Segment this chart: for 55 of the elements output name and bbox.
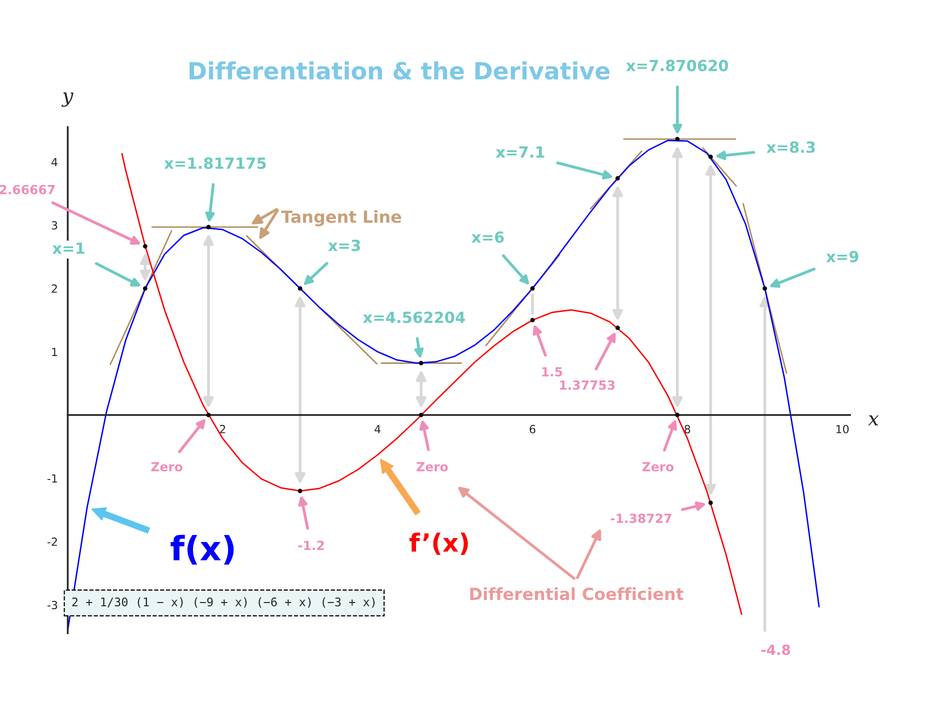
x-tick-label: 10 [836,424,849,434]
annotation: Zero [151,462,182,472]
point [298,488,302,494]
annotation: 2.66667 [0,184,55,194]
annotation: x=7.1 [496,146,544,158]
y-axis-title: y [62,92,74,107]
x-tick-label: 6 [530,424,536,434]
text: f(x) [170,534,234,565]
point [762,286,768,291]
chart-title: Differentiation & the Derivative [190,61,610,80]
annotation: x=7.870620 [626,60,728,72]
annotation: x=1 [52,242,84,254]
annotation: 2 + 1/30 (1 − x) (−9 + x) (−6 + x) (−3 + x) [72,597,375,608]
point [708,154,713,160]
annotation: x=1.817175 [164,157,266,170]
x-axis-title: x [868,415,879,426]
point [675,412,680,418]
annotation: -1.2 [298,540,324,550]
annotation: -1.38727 [610,514,672,524]
point [418,412,424,418]
annotation: x=9 [826,250,858,262]
point [298,286,302,291]
x-tick-label: 2 [220,424,226,434]
y-tick-label: 3 [52,221,58,230]
text: f’(x) [409,532,468,555]
annotation: 1.5 [542,367,562,376]
point [615,326,620,330]
annotation: Tangent Line [281,210,402,226]
point [143,286,148,291]
annotation: Zero [642,462,674,472]
y-tick-label: -1 [47,474,57,483]
point [206,224,211,230]
annotation: Zero [416,462,448,472]
annotation: x=8.3 [766,141,815,153]
annotation: 1.37753 [560,380,615,390]
point [530,286,535,291]
point [143,244,148,248]
point [530,318,535,322]
point [615,176,620,181]
point [675,136,680,142]
y-tick-label: -3 [47,600,58,610]
y-tick-label: -2 [47,538,57,546]
x-tick-label: 4 [374,425,380,434]
annotation: x=4.562204 [362,312,465,324]
annotation: x=6 [472,231,504,243]
annotation: Differential Coefficient [470,587,684,600]
point [206,412,211,418]
point [708,500,713,505]
annotation: x=3 [328,240,360,252]
text: -4.8 [761,644,790,656]
y-tick-label: 4 [51,158,58,166]
y-tick-label: 2 [52,284,57,293]
x-tick-label: 8 [684,424,690,434]
y-tick-label: 1 [52,348,57,356]
point [418,360,424,366]
